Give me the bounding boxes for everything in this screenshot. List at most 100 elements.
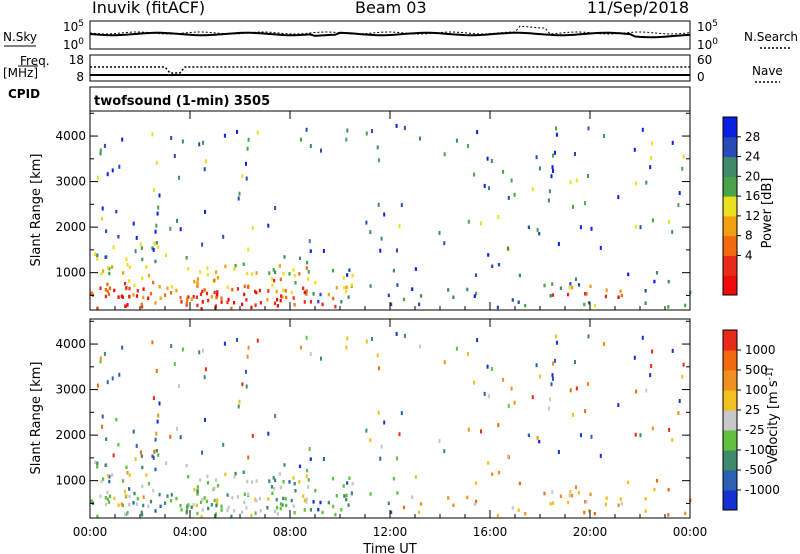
- echo-cell: [155, 449, 158, 453]
- echo-cell: [365, 131, 368, 136]
- echo-cell: [140, 510, 143, 515]
- echo-cell: [101, 424, 103, 429]
- echo-cell: [276, 297, 279, 302]
- echo-cell: [186, 298, 189, 302]
- echo-cell: [246, 479, 249, 484]
- echo-cell: [351, 274, 354, 278]
- echo-cell: [377, 410, 380, 415]
- echo-cell: [199, 500, 203, 505]
- nave-bot-tick: 0: [697, 70, 705, 84]
- echo-cell: [214, 306, 217, 310]
- echo-cell: [293, 303, 296, 307]
- echo-cell: [278, 472, 281, 476]
- echo-cell: [619, 289, 622, 293]
- echo-cell: [331, 476, 335, 481]
- echo-cell: [122, 479, 125, 483]
- velocity-axes: 1000 2000 3000 4000: [55, 320, 690, 504]
- echo-cell: [671, 438, 674, 442]
- echo-cell: [233, 475, 236, 479]
- echo-cell: [651, 141, 654, 146]
- echo-cell: [125, 286, 128, 290]
- echo-cell: [292, 296, 295, 300]
- echo-cell: [306, 260, 309, 265]
- echo-cell: [215, 503, 218, 508]
- echo-cell: [346, 336, 349, 341]
- echo-cell: [552, 153, 554, 158]
- echo-cell: [135, 443, 138, 448]
- echo-cell: [605, 496, 608, 500]
- echo-cell: [584, 500, 587, 504]
- echo-cell: [572, 412, 574, 417]
- echo-cell: [266, 298, 269, 302]
- echo-cell: [655, 479, 659, 483]
- echo-cell: [149, 499, 153, 504]
- echo-cell: [195, 503, 198, 507]
- echo-cell: [549, 502, 552, 506]
- nave-label: Nave: [752, 64, 783, 78]
- echo-cell: [327, 500, 330, 505]
- echo-cell: [100, 480, 103, 484]
- echo-cell: [305, 127, 308, 132]
- echo-cell: [599, 245, 602, 250]
- echo-cell: [350, 283, 353, 287]
- search-bot-tick: 100: [697, 37, 718, 52]
- echo-cell: [115, 417, 118, 422]
- echo-cell: [274, 478, 277, 483]
- echo-cell: [603, 134, 605, 138]
- y-tick-label: 2000: [55, 220, 86, 234]
- echo-cell: [270, 485, 273, 489]
- echo-cell: [282, 272, 285, 276]
- echo-cell: [258, 288, 261, 293]
- echo-cell: [230, 306, 233, 311]
- y-tick-label: 1000: [55, 266, 86, 280]
- echo-cell: [517, 300, 520, 304]
- echo-cell: [226, 300, 229, 305]
- echo-cell: [377, 202, 380, 207]
- colorbar-cell: [723, 450, 737, 471]
- echo-cell: [141, 276, 144, 281]
- echo-cell: [617, 195, 620, 200]
- echo-cell: [420, 502, 423, 506]
- echo-cell: [196, 282, 199, 286]
- echo-cell: [400, 203, 403, 208]
- echo-cell: [667, 513, 670, 517]
- echo-cell: [142, 503, 145, 508]
- echo-cell: [152, 247, 155, 252]
- echo-cell: [282, 288, 285, 293]
- echo-cell: [369, 230, 372, 235]
- echo-cell: [555, 334, 557, 339]
- echo-cell: [152, 455, 155, 460]
- echo-cell: [322, 249, 325, 253]
- colorbar-cell: [723, 275, 737, 296]
- velocity-ylabel: Slant Range [km]: [29, 362, 44, 475]
- echo-cell: [678, 399, 681, 403]
- echo-cell: [443, 360, 446, 365]
- echo-cell: [166, 286, 169, 290]
- echo-cell: [136, 497, 139, 501]
- echo-cell: [105, 229, 108, 233]
- echo-cell: [254, 303, 257, 307]
- echo-cell: [604, 294, 607, 299]
- echo-cell: [213, 290, 216, 295]
- echo-cell: [346, 481, 349, 485]
- echo-cell: [251, 272, 254, 276]
- echo-cell: [105, 437, 108, 441]
- echo-cell: [246, 354, 249, 359]
- echo-cell: [266, 506, 269, 510]
- echo-cell: [201, 300, 204, 304]
- echo-cell: [369, 284, 372, 288]
- echo-cell: [155, 241, 158, 245]
- echo-cell: [365, 339, 368, 344]
- echo-cell: [117, 443, 120, 447]
- echo-cell: [419, 136, 421, 141]
- echo-cell: [587, 382, 589, 386]
- echo-cell: [418, 302, 421, 307]
- cpid-label: CPID: [8, 87, 41, 101]
- echo-cell: [272, 268, 275, 272]
- echo-cell: [574, 485, 578, 489]
- echo-cell: [155, 160, 158, 165]
- echo-cell: [587, 126, 590, 131]
- echo-cell: [380, 444, 383, 449]
- colorbar-tick: 12: [745, 209, 760, 223]
